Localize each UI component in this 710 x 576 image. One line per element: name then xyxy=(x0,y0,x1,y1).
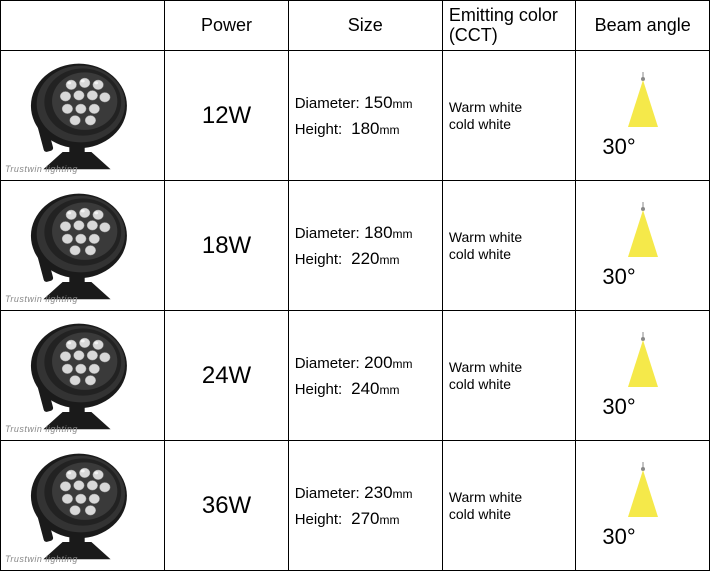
power-value: 36W xyxy=(202,492,251,519)
power-value: 24W xyxy=(202,362,251,389)
beam-cell: 30° xyxy=(576,181,710,311)
beam-angle-value: 30° xyxy=(582,394,703,420)
beam-cell: 30° xyxy=(576,441,710,571)
height-label: Height: xyxy=(295,251,343,268)
spotlight-icon xyxy=(7,186,147,306)
cct-warm: Warm white xyxy=(449,489,570,506)
beam-cone-icon xyxy=(618,462,668,522)
cct-cold: cold white xyxy=(449,506,570,523)
spec-table: Power Size Emitting color (CCT) Beam ang… xyxy=(0,0,710,571)
cct-warm: Warm white xyxy=(449,99,570,116)
power-cell: 12W xyxy=(165,51,288,181)
diameter-unit: mm xyxy=(393,97,413,111)
product-image-cell: Trustwin lighting xyxy=(1,311,165,441)
diameter-label: Diameter: xyxy=(295,95,360,112)
beam-cone-icon xyxy=(618,72,668,132)
watermark-text: Trustwin lighting xyxy=(5,424,78,434)
table-row: Trustwin lighting12WDiameter: 150mmHeigh… xyxy=(1,51,710,181)
header-size: Size xyxy=(288,1,442,51)
diameter-value: 180 xyxy=(364,223,392,242)
header-power: Power xyxy=(165,1,288,51)
beam-cone-icon xyxy=(618,202,668,262)
diameter-value: 230 xyxy=(364,483,392,502)
size-cell: Diameter: 150mmHeight: 180mm xyxy=(288,51,442,181)
diameter-value: 150 xyxy=(364,93,392,112)
height-unit: mm xyxy=(379,513,399,527)
height-value: 240 xyxy=(351,379,379,398)
size-cell: Diameter: 180mmHeight: 220mm xyxy=(288,181,442,311)
cct-cold: cold white xyxy=(449,116,570,133)
height-value: 180 xyxy=(351,119,379,138)
table-row: Trustwin lighting18WDiameter: 180mmHeigh… xyxy=(1,181,710,311)
header-beam: Beam angle xyxy=(576,1,710,51)
power-cell: 24W xyxy=(165,311,288,441)
cct-cell: Warm whitecold white xyxy=(442,311,576,441)
header-row: Power Size Emitting color (CCT) Beam ang… xyxy=(1,1,710,51)
diameter-label: Diameter: xyxy=(295,355,360,372)
cct-cell: Warm whitecold white xyxy=(442,441,576,571)
cct-warm: Warm white xyxy=(449,359,570,376)
power-value: 12W xyxy=(202,102,251,129)
size-cell: Diameter: 230mmHeight: 270mm xyxy=(288,441,442,571)
product-image-cell: Trustwin lighting xyxy=(1,51,165,181)
power-cell: 36W xyxy=(165,441,288,571)
diameter-label: Diameter: xyxy=(295,225,360,242)
beam-cell: 30° xyxy=(576,51,710,181)
header-cct-text: Emitting color (CCT) xyxy=(449,5,558,45)
beam-cone-icon xyxy=(618,332,668,392)
header-cct: Emitting color (CCT) xyxy=(442,1,576,51)
header-image xyxy=(1,1,165,51)
height-label: Height: xyxy=(295,381,343,398)
height-value: 270 xyxy=(351,509,379,528)
product-image-cell: Trustwin lighting xyxy=(1,441,165,571)
power-cell: 18W xyxy=(165,181,288,311)
height-unit: mm xyxy=(379,383,399,397)
cct-cell: Warm whitecold white xyxy=(442,181,576,311)
cct-cell: Warm whitecold white xyxy=(442,51,576,181)
diameter-unit: mm xyxy=(393,227,413,241)
spotlight-icon xyxy=(7,446,147,566)
height-value: 220 xyxy=(351,249,379,268)
cct-cold: cold white xyxy=(449,246,570,263)
height-unit: mm xyxy=(379,123,399,137)
height-label: Height: xyxy=(295,511,343,528)
beam-angle-value: 30° xyxy=(582,134,703,160)
table-row: Trustwin lighting24WDiameter: 200mmHeigh… xyxy=(1,311,710,441)
spotlight-icon xyxy=(7,56,147,176)
diameter-unit: mm xyxy=(393,357,413,371)
diameter-label: Diameter: xyxy=(295,485,360,502)
beam-cell: 30° xyxy=(576,311,710,441)
product-image-cell: Trustwin lighting xyxy=(1,181,165,311)
height-label: Height: xyxy=(295,121,343,138)
power-value: 18W xyxy=(202,232,251,259)
watermark-text: Trustwin lighting xyxy=(5,554,78,564)
diameter-value: 200 xyxy=(364,353,392,372)
size-cell: Diameter: 200mmHeight: 240mm xyxy=(288,311,442,441)
beam-angle-value: 30° xyxy=(582,264,703,290)
watermark-text: Trustwin lighting xyxy=(5,294,78,304)
diameter-unit: mm xyxy=(393,487,413,501)
table-row: Trustwin lighting36WDiameter: 230mmHeigh… xyxy=(1,441,710,571)
cct-warm: Warm white xyxy=(449,229,570,246)
height-unit: mm xyxy=(379,253,399,267)
spotlight-icon xyxy=(7,316,147,436)
beam-angle-value: 30° xyxy=(582,524,703,550)
watermark-text: Trustwin lighting xyxy=(5,164,78,174)
cct-cold: cold white xyxy=(449,376,570,393)
